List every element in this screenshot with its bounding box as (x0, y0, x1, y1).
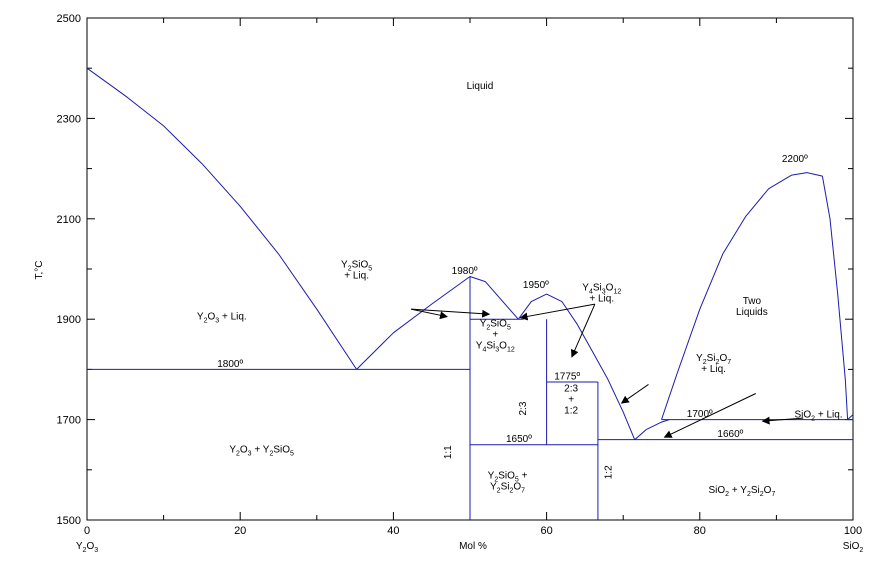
isotherm-lines: 1800º 1775º 1650º 1660º 1700º (87, 318, 853, 446)
phase-region-label: Y2Si2O7 (490, 481, 525, 494)
phase-region-label: Y2SiO5 (480, 318, 511, 331)
phase-boundary-curve (356, 276, 519, 370)
compound-line-label: 2:3 (518, 401, 529, 415)
axis-ticks: 0 20 40 60 80 100 1500 1700 1900 2100 2300 2500 Y2O3… (57, 13, 864, 554)
y-tick-label: 2100 (57, 214, 81, 226)
compound-line-label: 1:1 (443, 445, 454, 459)
x-tick-label: 80 (694, 525, 706, 537)
phase-region-label: + Liq. (344, 271, 369, 282)
phase-region-label: + Liq. (589, 294, 614, 305)
x-tick-label: 0 (84, 525, 90, 537)
phase-region-label: 2:3 (564, 384, 578, 395)
phase-region-label: Y2O3 + Liq. (197, 312, 247, 325)
x-end-label-left: Y2O3 (76, 541, 98, 554)
y-tick-label: 2300 (57, 113, 81, 125)
phase-region-label: Liquids (736, 307, 768, 318)
phase-boundary-curve (517, 293, 636, 440)
annotation-arrow (410, 308, 448, 320)
phase-region-label: Y4Si3O12 (582, 283, 621, 296)
y-tick-label: 1700 (57, 415, 81, 427)
x-end-label-right: SiO2 (843, 541, 864, 554)
phase-region-label: + (568, 395, 574, 406)
annotation-arrow (761, 416, 804, 425)
x-tick-label: 20 (234, 525, 246, 537)
annotation-arrow (571, 303, 596, 358)
phase-region-label: Y2SiO5 (341, 260, 372, 273)
annotation-arrows (410, 303, 804, 438)
annotation-arrow (663, 393, 756, 438)
phase-region-label: + (492, 329, 498, 340)
annotation-arrow (519, 303, 595, 321)
phase-region-label: SiO2 + Y2Si2O7 (708, 485, 775, 498)
isotherm-label: 1775º (554, 371, 580, 382)
phase-region-label: Y4Si3O12 (476, 340, 515, 353)
annotation-arrow (410, 308, 491, 318)
phase-region-label: Y2O3 + Y2SiO5 (229, 445, 294, 458)
isotherm-label: 1700º (687, 409, 713, 420)
phase-region-label: Two (743, 296, 762, 307)
phase-boundary-curves (86, 67, 854, 441)
x-axis-label: Mol % (459, 541, 487, 552)
phase-boundary-curve (86, 67, 358, 370)
phase-region-label: Y2Si2O7 (696, 353, 731, 366)
temperature-point-label: 2200º (782, 154, 808, 165)
phase-region-label: SiO2 + Liq. (794, 410, 842, 423)
compound-line-label: 1:2 (604, 465, 615, 479)
phase-region-label: + Liq. (701, 364, 726, 375)
y-tick-label: 1500 (57, 515, 81, 527)
phase-boundary-curve (847, 414, 854, 420)
x-tick-label: 40 (387, 525, 399, 537)
compound-lines: 1:1 2:3 1:2 (443, 276, 615, 520)
phase-boundary-curve (661, 172, 849, 420)
isotherm-label: 1660º (717, 429, 743, 440)
y-tick-label: 1900 (57, 314, 81, 326)
phase-region-label: 1:2 (564, 406, 578, 417)
isotherm-label: 1650º (506, 434, 532, 445)
x-tick-label: 100 (844, 525, 862, 537)
phase-region-label: Y2SiO5 + (488, 470, 528, 483)
phase-boundary-curve (634, 419, 670, 441)
annotation-arrow (620, 384, 649, 404)
temperature-point-label: 1950º (523, 280, 549, 291)
isotherm-label: 1800º (217, 359, 243, 370)
temperature-point-label: 1980º (452, 266, 478, 277)
x-tick-label: 60 (540, 525, 552, 537)
y-axis-label: T,°C (34, 261, 45, 280)
y-tick-label: 2500 (57, 13, 81, 25)
phase-region-label: Liquid (467, 81, 494, 92)
